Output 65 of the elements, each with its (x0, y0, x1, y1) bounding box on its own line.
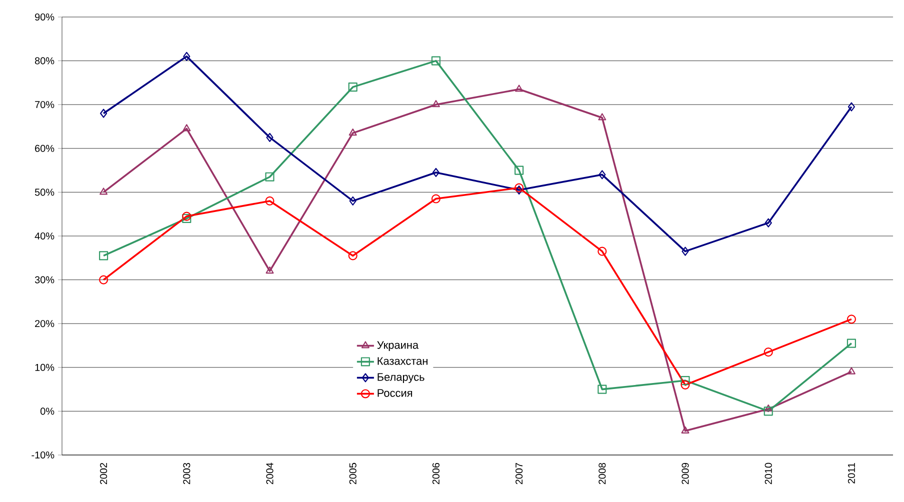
point (348, 128, 357, 136)
point (432, 168, 440, 178)
point (266, 266, 274, 274)
point (848, 102, 856, 112)
point (100, 188, 108, 195)
point (348, 251, 358, 260)
point (680, 380, 690, 390)
x-tick-label: 2010 (764, 462, 772, 484)
point (265, 196, 274, 206)
y-tick-label: -10% (32, 451, 54, 459)
point (846, 314, 856, 324)
point (515, 84, 524, 92)
point (349, 196, 356, 206)
y-tick-label: 70% (35, 101, 54, 108)
point (516, 185, 523, 195)
point (265, 172, 274, 182)
point (681, 426, 690, 434)
x-tick-label: 2006 (432, 462, 440, 484)
y-tick-label: 80% (34, 57, 54, 64)
point (598, 113, 606, 120)
y-tick-label: 10% (35, 364, 54, 371)
x-tick-label: 2007 (516, 463, 523, 484)
point (431, 56, 440, 66)
point (514, 166, 524, 175)
y-tick-label: 40% (34, 232, 54, 240)
point (764, 218, 772, 228)
y-tick-label: 0% (40, 408, 54, 415)
point (598, 170, 606, 180)
point (680, 376, 690, 386)
legend-label: Россия (378, 389, 412, 397)
x-tick-label: 2004 (266, 462, 274, 484)
point (514, 183, 524, 192)
point (764, 404, 772, 412)
point (100, 108, 108, 118)
point (431, 194, 440, 204)
y-tick-label: 20% (35, 320, 54, 328)
point (847, 367, 856, 374)
y-tick-label: 60% (35, 144, 54, 152)
legend-label: Беларусь (378, 373, 424, 384)
point (682, 246, 689, 256)
point (348, 82, 358, 92)
legend-label: Казахстан (378, 357, 428, 365)
point (598, 384, 607, 394)
x-tick-label: 2009 (682, 462, 689, 484)
x-tick-label: 2002 (100, 463, 108, 484)
x-tick-label: 2003 (183, 462, 190, 484)
x-tick-label: 2008 (598, 462, 606, 484)
point (182, 124, 191, 132)
point (182, 212, 192, 221)
point (99, 251, 108, 260)
x-tick-label: 2005 (349, 462, 356, 484)
point (182, 214, 192, 224)
point (266, 132, 274, 142)
point (764, 348, 773, 357)
point (183, 52, 190, 61)
point (432, 100, 440, 108)
point (764, 406, 773, 416)
point (846, 338, 856, 348)
point (99, 275, 108, 284)
legend-label: Украина (377, 341, 419, 352)
point (598, 246, 607, 256)
y-tick-label: 90% (35, 13, 54, 21)
y-tick-label: 50% (34, 188, 54, 196)
x-tick-label: 2011 (848, 462, 855, 484)
y-tick-label: 30% (34, 276, 54, 284)
